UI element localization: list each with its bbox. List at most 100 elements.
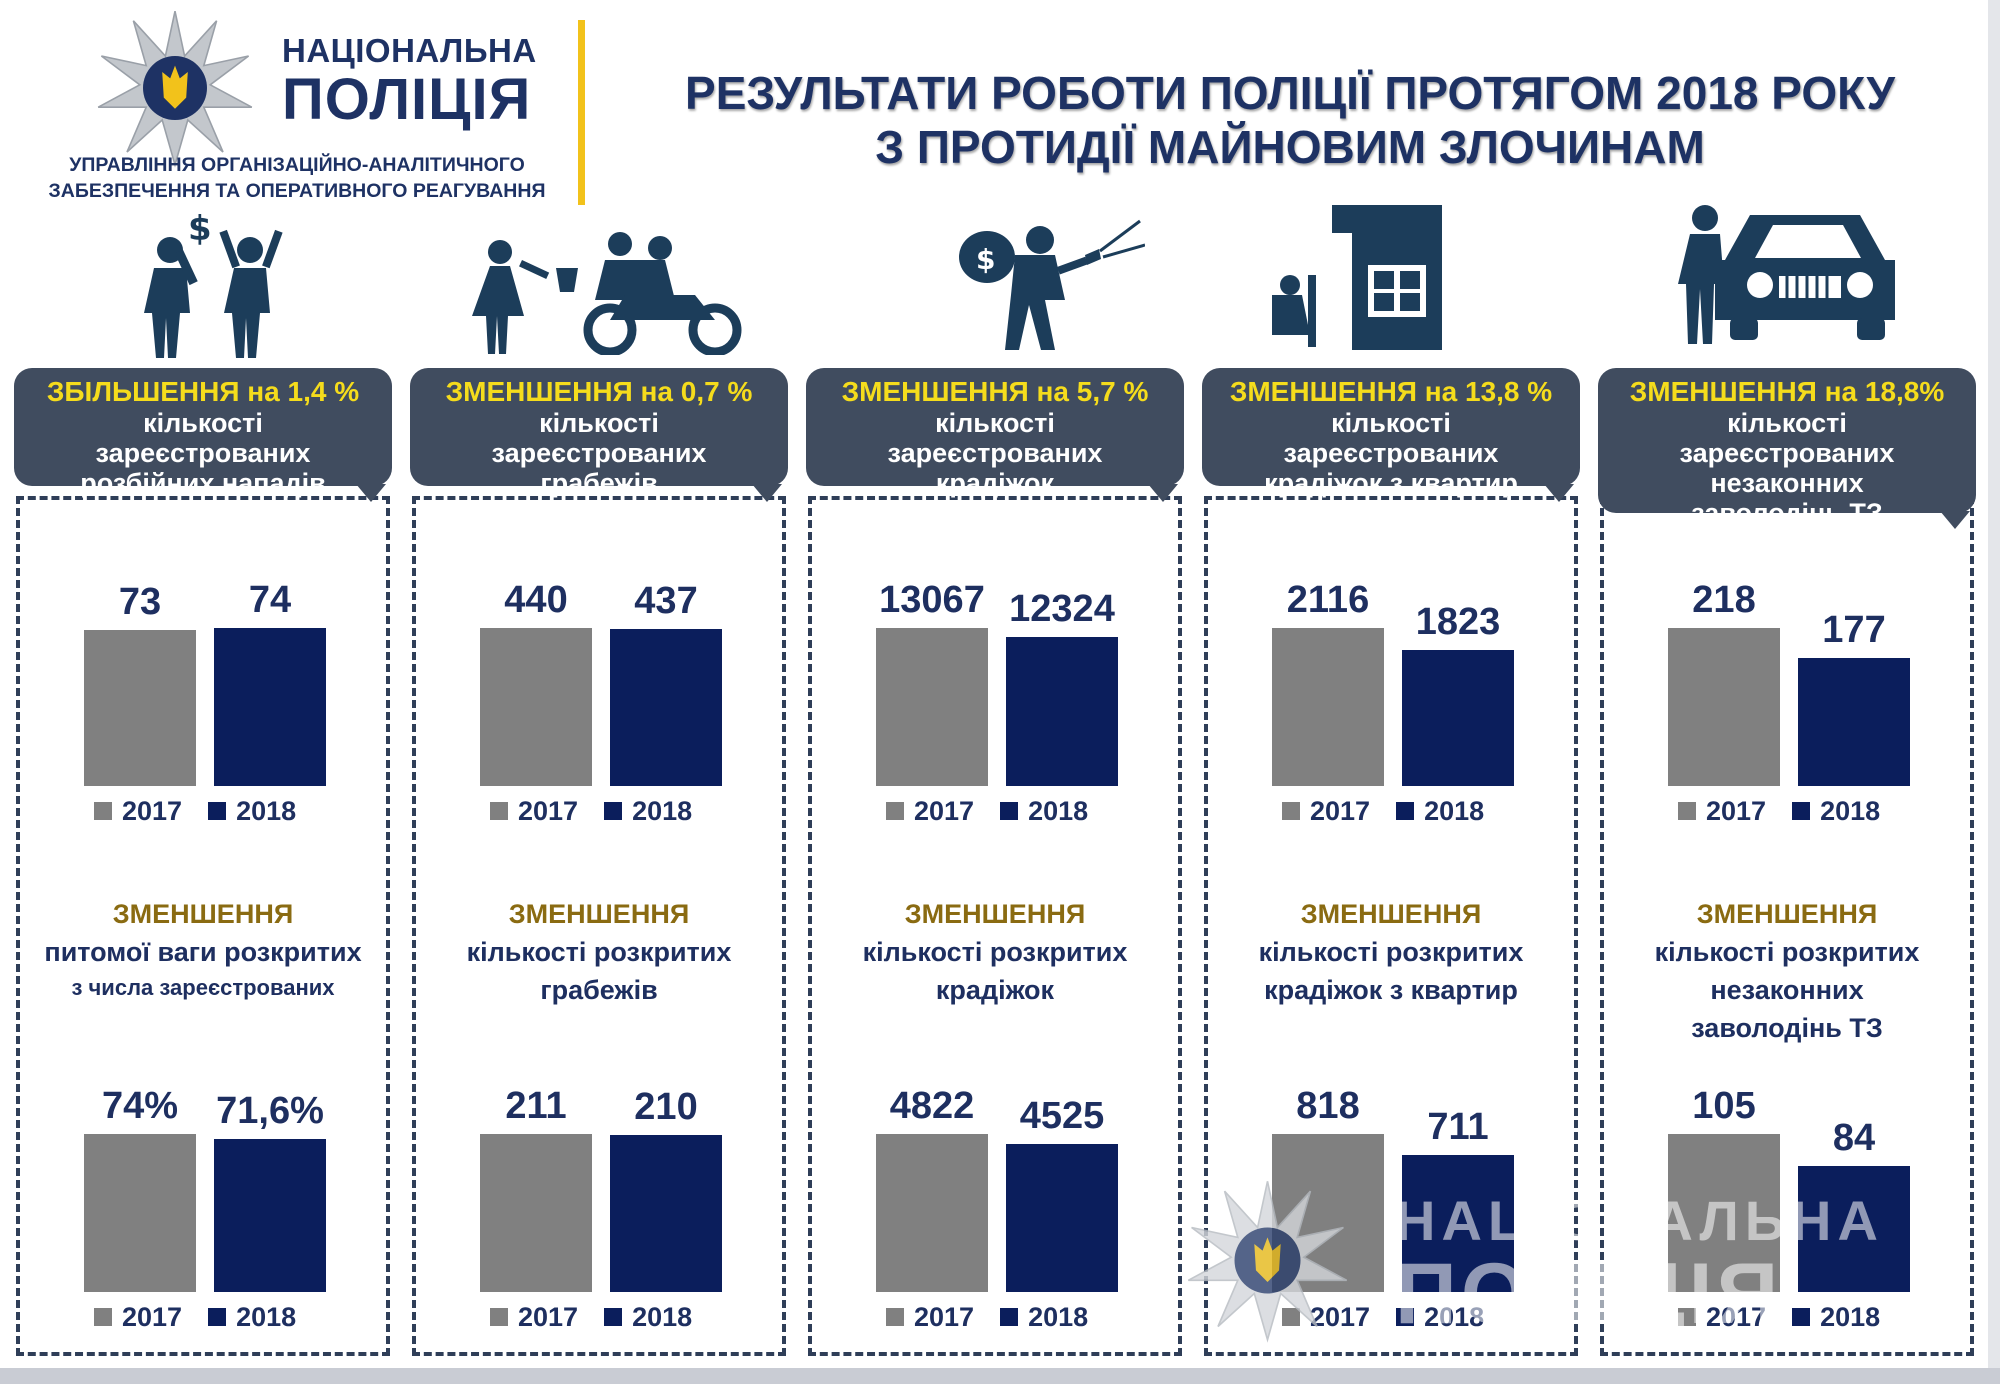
legend-label: 2018 bbox=[632, 796, 693, 826]
legend-swatch bbox=[604, 1307, 623, 1326]
legend-label: 2017 bbox=[1310, 796, 1371, 826]
chart-legend: 2017 2018 bbox=[1282, 1302, 1510, 1332]
bar-2018 bbox=[1402, 649, 1514, 786]
bar-value-label: 1823 bbox=[1415, 600, 1501, 643]
banner-highlight: ЗМЕНШЕННЯ на 0,7 % bbox=[445, 376, 753, 407]
bar-value-label: 73 bbox=[118, 581, 162, 624]
chart-legend: 2017 2018 bbox=[886, 796, 1114, 826]
legend-item-2018: 2018 bbox=[1396, 1302, 1484, 1332]
legend-item-2017: 2017 bbox=[490, 796, 578, 826]
banner-highlight: ЗМЕНШЕННЯ на 13,8 % bbox=[1229, 376, 1553, 407]
bar-value-label: 437 bbox=[634, 580, 698, 623]
legend-swatch bbox=[490, 801, 508, 820]
bar-2017 bbox=[84, 1134, 196, 1292]
chart-legend: 2017 2018 bbox=[94, 796, 322, 826]
legend-swatch bbox=[1000, 1307, 1019, 1326]
banner-pointer bbox=[1544, 484, 1574, 502]
banner-text: кількості зареєстрованих розбійних напад… bbox=[80, 408, 326, 498]
header-divider bbox=[578, 20, 585, 205]
banner-text: кількості зареєстрованих крадіжок bbox=[887, 408, 1103, 498]
bar-2017 bbox=[1668, 628, 1780, 786]
legend-item-2018: 2018 bbox=[1792, 796, 1880, 826]
bar-2018 bbox=[610, 1134, 722, 1292]
legend-label: 2017 bbox=[1706, 1302, 1767, 1332]
legend-item-2018: 2018 bbox=[1000, 1302, 1088, 1332]
bar-2017 bbox=[1272, 628, 1384, 786]
panel-box bbox=[1600, 496, 1974, 1356]
panel-mid-caption: ЗМЕНШЕННЯ кількості розкритих грабежів bbox=[434, 895, 764, 1009]
mid-line1: кількості розкритих bbox=[862, 937, 1128, 967]
frame-edge bbox=[1988, 0, 2000, 1384]
legend-swatch bbox=[1396, 1307, 1415, 1326]
bar-value-label: 177 bbox=[1822, 608, 1886, 651]
panel-banner: ЗМЕНШЕННЯ на 0,7 % кількості зареєстрован… bbox=[410, 368, 788, 498]
legend-item-2017: 2017 bbox=[886, 1302, 974, 1332]
banner-text: кількості зареєстрованих крадіжок з квар… bbox=[1264, 408, 1518, 498]
legend-item-2018: 2018 bbox=[604, 796, 692, 826]
legend-swatch bbox=[1282, 1307, 1300, 1326]
legend-swatch bbox=[94, 1307, 112, 1326]
mid-line2: крадіжок bbox=[935, 975, 1055, 1005]
chart-legend: 2017 2018 bbox=[490, 1302, 718, 1332]
bar-2017 bbox=[84, 630, 196, 786]
legend-swatch bbox=[1396, 801, 1415, 820]
banner-highlight: ЗБІЛЬШЕННЯ на 1,4 % bbox=[46, 376, 360, 407]
bar-value-label: 711 bbox=[1427, 1105, 1489, 1148]
banner-pointer bbox=[356, 484, 386, 502]
panel-box bbox=[16, 496, 390, 1356]
bar-2018 bbox=[1006, 1143, 1118, 1292]
bar-2018 bbox=[1798, 657, 1910, 786]
mid-heading: ЗМЕНШЕННЯ bbox=[1696, 899, 1878, 929]
org-name: НАЦІОНАЛЬНА ПОЛІЦІЯ bbox=[282, 34, 537, 129]
bar-value-label: 84 bbox=[1832, 1116, 1876, 1159]
snatch-theft-icon bbox=[472, 232, 742, 355]
legend-label: 2017 bbox=[518, 796, 579, 826]
bar-2018 bbox=[1798, 1165, 1910, 1292]
legend-item-2017: 2017 bbox=[94, 1302, 182, 1332]
watermark-star-icon bbox=[1187, 1181, 1348, 1343]
mid-line3: заволодінь ТЗ bbox=[1691, 1013, 1883, 1043]
legend-label: 2017 bbox=[122, 1302, 183, 1332]
legend-label: 2017 bbox=[1310, 1302, 1371, 1332]
legend-item-2018: 2018 bbox=[1000, 796, 1088, 826]
bar-value-label: 105 bbox=[1692, 1085, 1756, 1127]
legend-label: 2018 bbox=[1820, 1302, 1881, 1332]
bar-value-label: 71,6% bbox=[216, 1090, 324, 1133]
bar-value-label: 13067 bbox=[879, 579, 985, 621]
bar-2017 bbox=[480, 628, 592, 786]
panel-mid-caption: ЗМЕНШЕННЯ кількості розкритих крадіжок з к… bbox=[1226, 895, 1556, 1009]
bar-value-label: 4822 bbox=[889, 1085, 975, 1127]
title-line2: З ПРОТИДІЇ МАЙНОВИМ ЗЛОЧИНАМ bbox=[875, 121, 1705, 173]
legend-label: 2018 bbox=[1028, 796, 1089, 826]
mid-line2: з числа зареєстрованих bbox=[71, 975, 335, 1000]
bar-2018 bbox=[214, 1139, 326, 1292]
banner-highlight: ЗМЕНШЕННЯ на 18,8% bbox=[1629, 376, 1945, 407]
legend-item-2017: 2017 bbox=[490, 1302, 578, 1332]
panel-banner: ЗМЕНШЕННЯ на 13,8 % кількості зареєстрова… bbox=[1202, 368, 1580, 498]
bar-2017 bbox=[1668, 1134, 1780, 1292]
legend-swatch bbox=[208, 1307, 227, 1326]
bar-value-label: 2116 bbox=[1286, 579, 1370, 621]
legend-item-2017: 2017 bbox=[1678, 1302, 1766, 1332]
mid-line1: питомої ваги розкритих bbox=[44, 937, 362, 967]
panel-banner: ЗБІЛЬШЕННЯ на 1,4 % кількості зареєстрова… bbox=[14, 368, 392, 498]
chart-legend: 2017 2018 bbox=[1678, 1302, 1906, 1332]
mid-line1: кількості розкритих bbox=[1258, 937, 1524, 967]
legend-label: 2018 bbox=[1028, 1302, 1089, 1332]
banner-pointer bbox=[1940, 511, 1970, 529]
legend-label: 2017 bbox=[1706, 796, 1767, 826]
panel-mid-caption: ЗМЕНШЕННЯ кількості розкритих незаконних за… bbox=[1622, 895, 1952, 1047]
bar-value-label: 818 bbox=[1296, 1085, 1360, 1127]
legend-label: 2018 bbox=[236, 1302, 297, 1332]
chart-legend: 2017 2018 bbox=[1678, 796, 1906, 826]
legend-swatch bbox=[1678, 1307, 1696, 1326]
legend-item-2018: 2018 bbox=[604, 1302, 692, 1332]
banner-text: кількості зареєстрованих грабежів bbox=[491, 408, 707, 498]
legend-label: 2017 bbox=[914, 796, 975, 826]
legend-swatch bbox=[1282, 801, 1300, 820]
bar-value-label: 210 bbox=[634, 1085, 698, 1128]
legend-swatch bbox=[886, 801, 904, 820]
legend-item-2017: 2017 bbox=[1282, 796, 1370, 826]
legend-label: 2018 bbox=[236, 796, 297, 826]
